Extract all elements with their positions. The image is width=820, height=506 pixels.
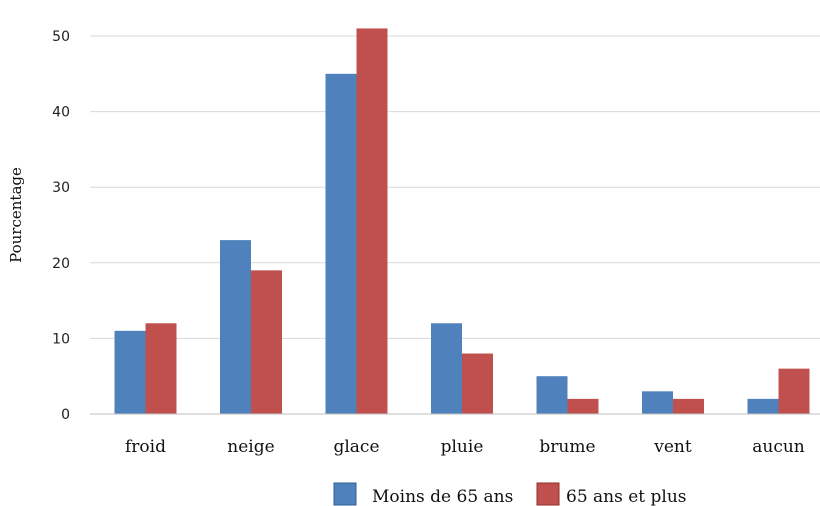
- x-category-label: aucun: [752, 437, 805, 457]
- y-tick-label: 20: [52, 256, 70, 272]
- bar-under-65-aucun: [747, 398, 779, 414]
- y-tick-label: 0: [61, 407, 70, 423]
- bar-under-65-glace: [325, 73, 357, 415]
- bar-65-plus-froid: [145, 323, 177, 414]
- legend-swatch: [536, 482, 560, 506]
- bar-under-65-vent: [642, 391, 673, 414]
- x-category-label: neige: [227, 437, 274, 457]
- bars: [114, 28, 810, 415]
- bar-under-65-brume: [536, 376, 568, 414]
- x-category-label: glace: [333, 437, 379, 457]
- legend-label: 65 ans et plus: [566, 487, 687, 506]
- bar-65-plus-aucun: [778, 368, 810, 414]
- bar-65-plus-glace: [356, 28, 388, 414]
- y-tick-label: 30: [52, 180, 70, 196]
- y-axis-label: Pourcentage: [7, 167, 25, 263]
- bar-under-65-neige: [220, 240, 251, 414]
- x-category-label: froid: [125, 437, 166, 457]
- bar-65-plus-vent: [673, 398, 704, 414]
- x-category-label: pluie: [441, 437, 484, 457]
- legend: Moins de 65 ans 65 ans et plus: [333, 482, 687, 506]
- y-axis-ticks: 0 10 20 30 40 50: [52, 29, 70, 423]
- x-category-label: brume: [539, 437, 595, 457]
- bar-under-65-froid: [114, 330, 146, 414]
- bar-under-65-pluie: [431, 323, 462, 414]
- bar-65-plus-brume: [567, 398, 599, 414]
- x-category-label: vent: [653, 437, 692, 457]
- x-axis-categories: froid neige glace pluie brume vent aucun: [125, 437, 805, 457]
- y-tick-label: 50: [52, 29, 70, 45]
- legend-swatch: [333, 482, 357, 506]
- y-tick-label: 10: [52, 331, 70, 347]
- bar-65-plus-pluie: [462, 353, 493, 414]
- legend-label: Moins de 65 ans: [372, 487, 513, 506]
- bar-65-plus-neige: [251, 270, 282, 414]
- gridlines: [90, 35, 820, 339]
- y-tick-label: 40: [52, 105, 70, 121]
